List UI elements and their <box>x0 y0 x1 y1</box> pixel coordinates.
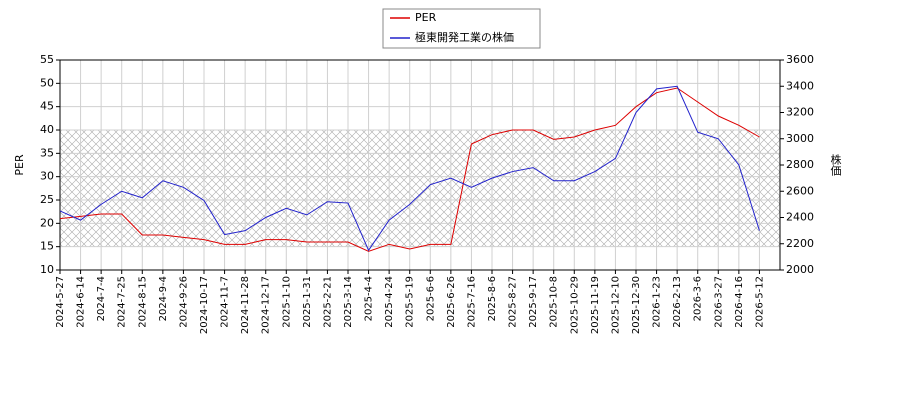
x-tick-label: 2025-8-6 <box>487 276 498 321</box>
y2-tick-label: 2200 <box>786 237 814 250</box>
series-line <box>59 87 760 252</box>
x-tick-label: 2024-6-14 <box>76 276 87 328</box>
x-tick-label: 2024-7-4 <box>96 276 107 321</box>
y-tick-label: 30 <box>40 170 54 183</box>
x-tick-label: 2025-7-16 <box>466 276 477 328</box>
x-tick-label: 2025-12-10 <box>610 276 621 334</box>
y2-tick-label: 3000 <box>786 132 814 145</box>
y2-tick-label: 3200 <box>786 106 814 119</box>
legend <box>382 8 541 49</box>
x-tick-label: 2025-9-17 <box>528 276 539 328</box>
x-tick-label: 2024-10-17 <box>199 276 210 334</box>
x-tick-label: 2025-12-30 <box>631 276 642 334</box>
x-tick-label: 2025-4-24 <box>384 276 395 328</box>
x-tick-label: 2026-2-13 <box>672 276 683 328</box>
y2-tick-label: 3400 <box>786 79 814 92</box>
y2-tick-label: 2000 <box>786 263 814 276</box>
x-tick-label: 2024-11-7 <box>220 276 231 328</box>
x-tick-label: 2025-8-27 <box>508 276 519 328</box>
legend-label: PER <box>415 11 437 24</box>
series-line <box>59 85 760 252</box>
x-tick-label: 2025-1-10 <box>281 276 292 328</box>
y-tick-label: 25 <box>40 193 54 206</box>
x-tick-label: 2024-8-15 <box>137 276 148 328</box>
y-tick-label: 40 <box>40 123 54 136</box>
y-tick-label: 10 <box>40 263 54 276</box>
x-tick-label: 2025-2-21 <box>322 276 333 328</box>
x-tick-label: 2025-5-19 <box>405 276 416 328</box>
x-tick-label: 2026-5-12 <box>754 276 765 328</box>
x-tick-label: 2024-9-26 <box>178 276 189 328</box>
x-tick-label: 2024-9-4 <box>158 276 169 321</box>
x-tick-label: 2024-12-17 <box>261 276 272 334</box>
x-tick-label: 2026-4-16 <box>734 276 745 328</box>
y2-axis-label: 株価 <box>829 153 842 176</box>
x-tick-label: 2024-5-27 <box>55 276 66 328</box>
x-tick-label: 2025-4-4 <box>364 276 375 321</box>
y-tick-label: 50 <box>40 76 54 89</box>
x-tick-label: 2024-7-25 <box>117 276 128 328</box>
x-tick-label: 2024-11-28 <box>240 276 251 334</box>
legend-label: 極東開発工業の株価 <box>415 30 514 44</box>
shaded-band <box>60 130 780 247</box>
y-tick-label: 15 <box>40 240 54 253</box>
x-tick-label: 2025-3-14 <box>343 276 354 328</box>
y2-tick-label: 2400 <box>786 211 814 224</box>
plot-frame <box>59 59 781 271</box>
x-tick-label: 2025-10-8 <box>549 276 560 328</box>
y-axis-label: PER <box>13 154 26 176</box>
x-tick-label: 2025-11-19 <box>590 276 601 334</box>
x-tick-label: 2026-1-23 <box>652 276 663 328</box>
y-tick-label: 45 <box>40 100 54 113</box>
y2-tick-label: 2600 <box>786 184 814 197</box>
x-tick-label: 2025-10-29 <box>569 276 580 334</box>
y-tick-label: 20 <box>40 216 54 229</box>
y2-tick-label: 3600 <box>786 53 814 66</box>
x-tick-label: 2026-3-6 <box>693 276 704 321</box>
x-tick-label: 2025-1-31 <box>302 276 313 328</box>
x-tick-label: 2026-3-27 <box>713 276 724 328</box>
x-tick-label: 2025-6-6 <box>425 276 436 321</box>
y-tick-label: 55 <box>40 53 54 66</box>
x-tick-label: 2025-6-26 <box>446 276 457 328</box>
y2-tick-label: 2800 <box>786 158 814 171</box>
y-tick-label: 35 <box>40 146 54 159</box>
